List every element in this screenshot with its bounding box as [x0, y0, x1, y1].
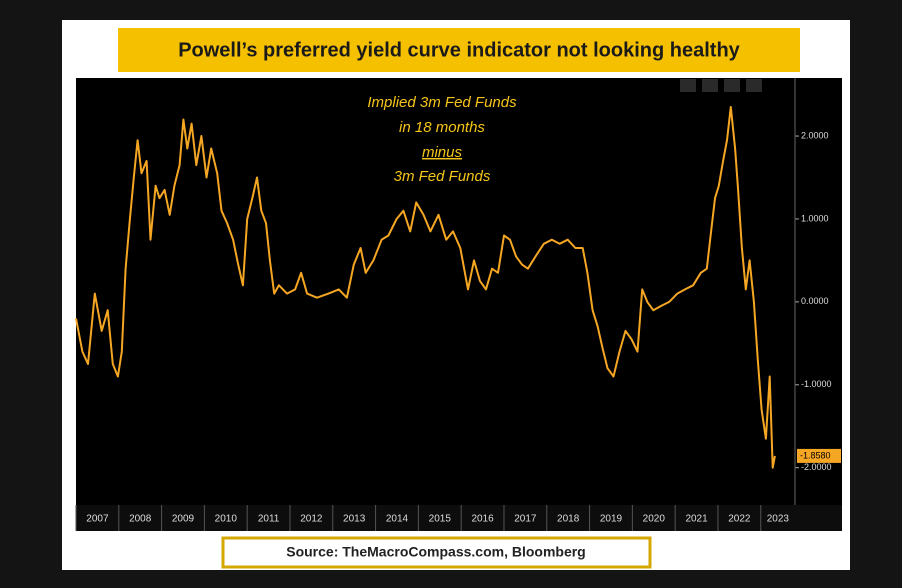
- y-tick-label: 0.0000: [801, 296, 829, 306]
- x-tick-label: 2007: [86, 514, 109, 525]
- last-value-label: -1.8580: [800, 450, 831, 460]
- x-tick-label: 2016: [471, 514, 494, 525]
- tool-button[interactable]: [724, 79, 740, 92]
- annotation: in 18 months: [399, 119, 485, 136]
- x-tick-label: 2022: [728, 514, 751, 525]
- tool-button[interactable]: [702, 79, 718, 92]
- x-tick-label: 2020: [643, 514, 666, 525]
- tool-button[interactable]: [746, 79, 762, 92]
- source: Source: TheMacroCompass.com, Bloomberg: [286, 544, 586, 560]
- x-tick-label: 2017: [514, 514, 537, 525]
- chart-title: Powell’s preferred yield curve indicator…: [178, 39, 740, 61]
- x-tick-label: 2012: [300, 514, 323, 525]
- x-tick-label: 2011: [258, 514, 280, 525]
- y-tick-label: -1.0000: [801, 379, 832, 389]
- x-tick-label: 2013: [343, 514, 366, 525]
- toolbar: [680, 79, 762, 92]
- last-value-box: [797, 448, 841, 463]
- x-tick-label: 2015: [429, 514, 452, 525]
- data-line: [75, 106, 776, 469]
- x-tick-label: 2008: [129, 514, 152, 525]
- x-tick-label: 2023: [767, 514, 790, 525]
- y-tick-label: 1.0000: [801, 213, 829, 223]
- x-tick-label: 2019: [600, 514, 623, 525]
- source-box: [221, 536, 652, 569]
- annotation: minus: [422, 144, 463, 161]
- tool-button[interactable]: [680, 79, 696, 92]
- y-tick-label: -2.0000: [801, 462, 832, 472]
- x-tick-label: 2010: [215, 514, 238, 525]
- x-tick-label: 2018: [557, 514, 580, 525]
- annotation: Implied 3m Fed Funds: [367, 94, 517, 111]
- plot-area: [76, 78, 795, 505]
- x-tick-label: 2014: [386, 514, 409, 525]
- x-axis-area: [76, 505, 842, 531]
- annotation: 3m Fed Funds: [394, 168, 491, 185]
- y-axis-area: [795, 78, 842, 505]
- x-tick-label: 2021: [685, 514, 708, 525]
- x-tick-label: 2009: [172, 514, 195, 525]
- title-box: [118, 28, 800, 72]
- y-tick-label: 2.0000: [801, 130, 829, 140]
